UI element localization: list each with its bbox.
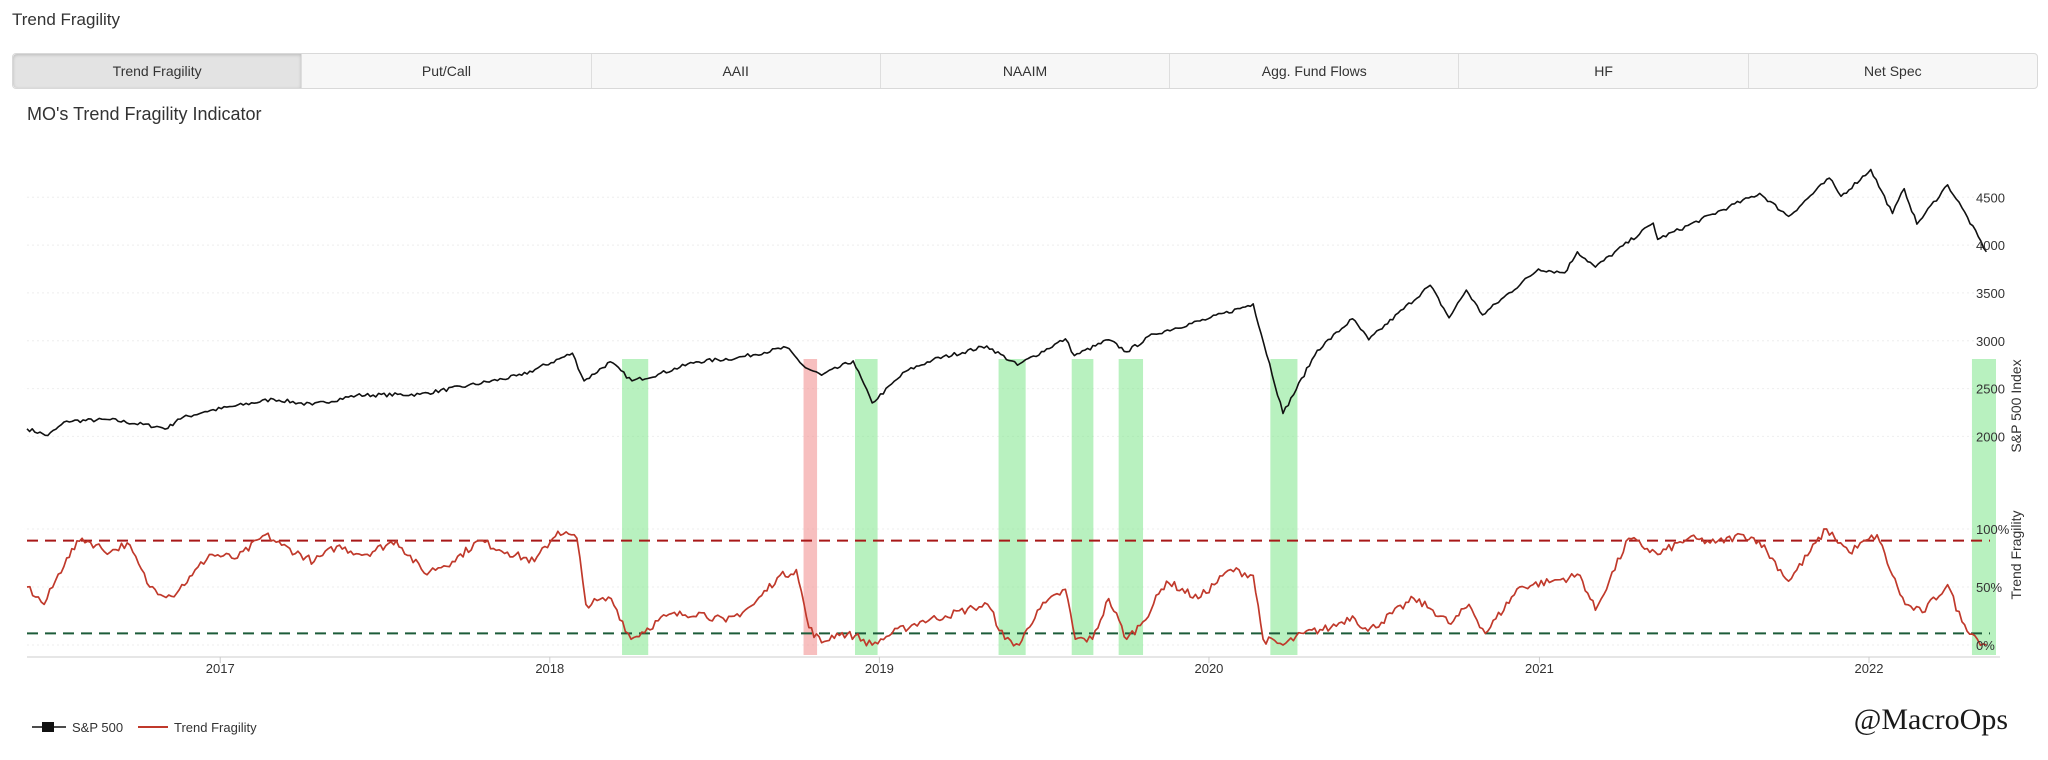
legend-spx-marker — [42, 722, 54, 732]
tab-hf[interactable]: HF — [1459, 54, 1749, 88]
x-tick-label-2017: 2017 — [206, 661, 235, 676]
chart-title: MO's Trend Fragility Indicator — [27, 104, 262, 124]
y-tick-label-spx-3000: 3000 — [1976, 334, 2005, 349]
x-tick-label-2018: 2018 — [535, 661, 564, 676]
app-title: Trend Fragility — [12, 10, 121, 29]
y-axis-label-trend-fragility: Trend Fragility — [2008, 511, 2024, 600]
highlight-band-3 — [998, 359, 1026, 655]
highlight-band-7 — [1971, 359, 1996, 655]
tab-bar: Trend Fragility Put/Call AAII NAAIM Agg.… — [12, 53, 2038, 89]
x-tick-label-2019: 2019 — [865, 661, 894, 676]
highlight-band-5 — [1118, 359, 1144, 655]
series-line-trend-fragility — [26, 528, 1987, 647]
y-axis-trend-fragility: 0% 50% 100% — [1976, 522, 2010, 653]
signal-highlight-bands — [622, 359, 1996, 655]
y-tick-label-spx-4500: 4500 — [1976, 190, 2005, 205]
y-tick-label-spx-2500: 2500 — [1976, 382, 2005, 397]
trend-fragility-chart: MO's Trend Fragility Indicator 2017 2018 2… — [26, 104, 2024, 735]
y-tick-label-tf-0pct: 0% — [1976, 638, 1995, 653]
series-line-spx — [26, 168, 1988, 437]
y-tick-label-spx-2000: 2000 — [1976, 429, 2005, 444]
y-axis-spx: 2000 2500 3000 3500 4000 4500 — [1976, 190, 2005, 444]
tab-aaii[interactable]: AAII — [592, 54, 881, 88]
highlight-band-2 — [854, 359, 878, 655]
tab-net-spec[interactable]: Net Spec — [1864, 63, 1922, 79]
y-axis-label-spx: S&P 500 Index — [2008, 359, 2024, 452]
chart-series — [26, 168, 1988, 647]
y-tick-label-tf-100pct: 100% — [1976, 522, 2010, 537]
x-axis: 2017 2018 2019 2020 2021 2022 — [27, 656, 2000, 676]
tab-agg-fund-flows[interactable]: Agg. Fund Flows — [1170, 54, 1460, 88]
threshold-lines — [27, 539, 1990, 635]
legend-spx-label: S&P 500 — [72, 720, 123, 735]
y-tick-label-tf-50pct: 50% — [1976, 580, 2002, 595]
x-tick-label-2022: 2022 — [1855, 661, 1884, 676]
highlight-band-1 — [803, 359, 818, 655]
highlight-band-4 — [1071, 359, 1094, 655]
tab-trend-fragility[interactable]: Trend Fragility — [13, 54, 303, 88]
legend-item-trend-fragility[interactable]: Trend Fragility — [138, 720, 257, 735]
x-tick-label-2021: 2021 — [1525, 661, 1554, 676]
highlight-band-0 — [622, 359, 649, 655]
legend-tf-label: Trend Fragility — [174, 720, 257, 735]
highlight-band-6 — [1270, 359, 1298, 655]
tab-put-call[interactable]: Put/Call — [302, 54, 592, 88]
tab-naaim[interactable]: NAAIM — [881, 54, 1171, 88]
chart-legend: S&P 500 Trend Fragility — [32, 720, 257, 735]
x-tick-label-2020: 2020 — [1194, 661, 1223, 676]
watermark-handle: @MacroOps — [1853, 703, 2008, 736]
legend-item-spx[interactable]: S&P 500 — [32, 720, 123, 735]
y-tick-label-spx-3500: 3500 — [1976, 286, 2005, 301]
y-tick-label-spx-4000: 4000 — [1976, 238, 2005, 253]
